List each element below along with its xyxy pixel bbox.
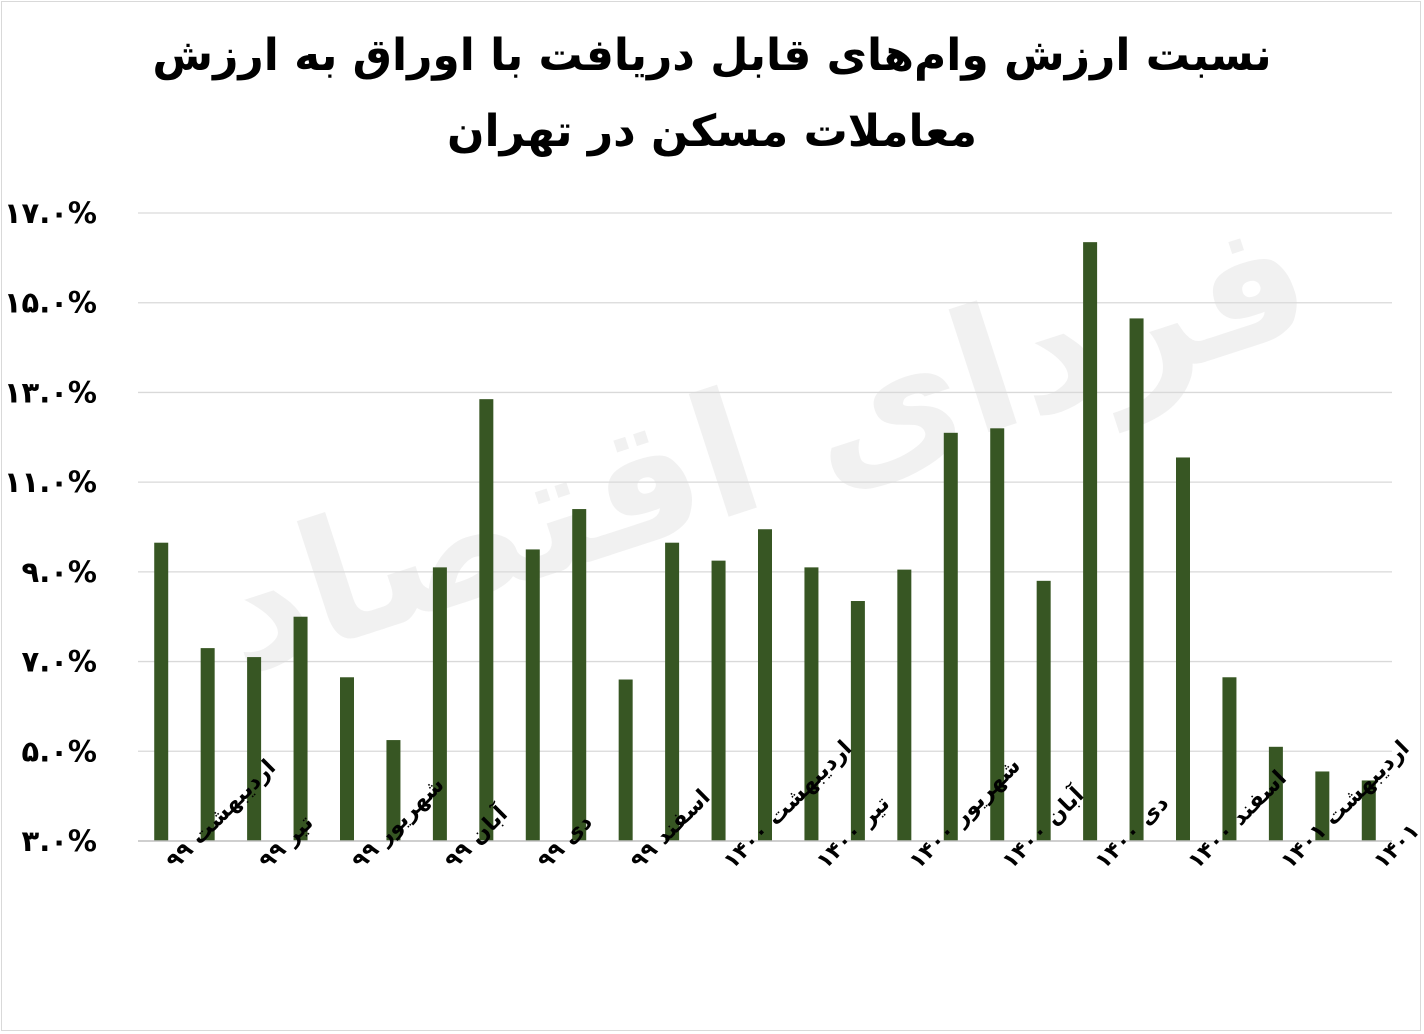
chart-title-line-2: معاملات مسکن در تهران — [446, 106, 978, 157]
bar — [386, 740, 401, 841]
bar — [665, 542, 680, 841]
bar — [1036, 580, 1051, 841]
bar — [1176, 457, 1190, 841]
y-tick-label: ۷.۰% — [22, 645, 97, 679]
y-axis-ticks: ۱۷.۰% ۱۵.۰% ۱۳.۰% ۱۱.۰% ۹.۰% ۷.۰% ۵.۰% ۳.۰% — [4, 196, 97, 858]
bar — [479, 399, 494, 841]
bar — [1222, 677, 1237, 841]
bar — [618, 679, 633, 841]
chart-title-line-1: نسبت ارزش وام‌های قابل دریافت با اوراق ب… — [152, 30, 1272, 81]
y-tick-label: ۳.۰% — [22, 824, 97, 858]
x-tick-label: دی ۹۹ — [533, 810, 597, 874]
bar — [850, 601, 865, 841]
y-tick-label: ۱۵.۰% — [4, 286, 97, 320]
bar — [1129, 318, 1144, 841]
y-tick-label: ۱۳.۰% — [4, 375, 97, 409]
bar — [432, 567, 447, 841]
bar — [990, 428, 1005, 841]
bar — [200, 648, 215, 841]
bar — [1361, 780, 1376, 841]
y-tick-label: ۱۱.۰% — [4, 465, 97, 499]
bar — [1315, 771, 1330, 841]
y-tick-label: ۹.۰% — [22, 555, 97, 589]
bar — [758, 529, 772, 841]
x-tick-label: آبان ۹۹ — [438, 799, 513, 874]
bar — [293, 616, 308, 841]
bar — [804, 567, 819, 841]
bar — [340, 677, 354, 841]
bars — [154, 242, 1376, 841]
bar — [525, 549, 540, 841]
bar — [154, 542, 169, 841]
bar — [711, 560, 726, 841]
bar — [897, 569, 912, 841]
bar — [1083, 242, 1098, 841]
y-tick-label: ۱۷.۰% — [4, 196, 97, 230]
bar — [943, 432, 958, 841]
bar — [572, 509, 587, 841]
x-tick-label: تیر ۱۴۰۱ — [1369, 791, 1424, 874]
bar — [1268, 746, 1283, 841]
bar — [247, 657, 262, 841]
y-tick-label: ۵.۰% — [22, 734, 97, 768]
x-tick-label: تیر ۹۹ — [255, 810, 319, 874]
